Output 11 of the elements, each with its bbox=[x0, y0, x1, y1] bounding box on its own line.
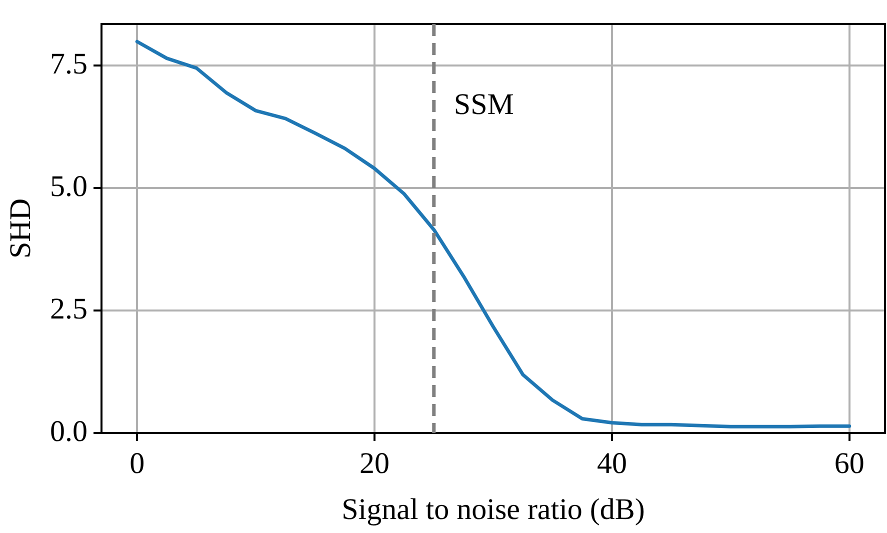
x-tick-label: 60 bbox=[834, 446, 864, 480]
y-tick-label: 7.5 bbox=[50, 48, 88, 81]
ref-line-label: SSM bbox=[454, 88, 514, 121]
y-tick-label: 0.0 bbox=[50, 414, 88, 448]
x-tick-label: 40 bbox=[596, 446, 627, 480]
x-tick-label: 20 bbox=[360, 446, 390, 480]
x-axis-title: Signal to noise ratio (dB) bbox=[342, 492, 645, 526]
y-tick-label: 2.5 bbox=[50, 292, 88, 326]
y-tick-label: 5.0 bbox=[50, 170, 88, 203]
y-axis-title: SHD bbox=[4, 198, 37, 259]
x-tick-label: 0 bbox=[130, 446, 145, 480]
